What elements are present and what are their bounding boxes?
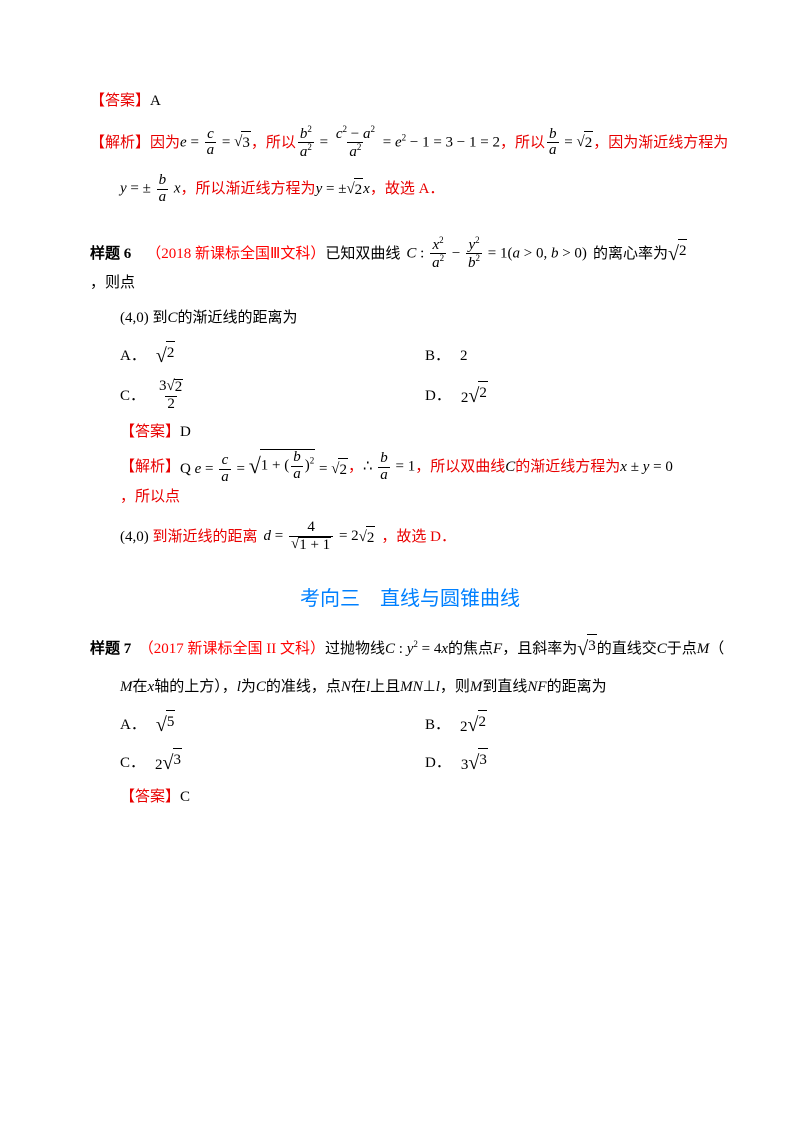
text: 的离心率为: [593, 243, 668, 266]
q6-answer: 【答案】 D: [120, 421, 730, 444]
text: ，因为渐近线方程为: [593, 132, 728, 155]
formula: √5: [156, 710, 175, 740]
text: 已知双曲线: [325, 243, 400, 266]
text: 上且: [370, 676, 400, 699]
analysis-tag: 【解析】: [90, 132, 150, 155]
text: 到渐近线的距离: [153, 526, 258, 549]
formula: d = 4√1 + 1 = 2√2: [264, 520, 376, 554]
q6-line2: (4,0) 到 C 的渐近线的距离为: [120, 307, 730, 330]
answer-tag: 【答案】: [90, 90, 150, 113]
q7-line2: M 在 x 轴的上方）， l 为 C 的准线，点 N 在 l 上且 MN ⊥ l…: [120, 676, 730, 699]
formula: √3: [577, 634, 596, 664]
q7-choices-row1: A． √5 B． 2√2: [120, 710, 730, 740]
text: ，所以点: [120, 486, 180, 509]
text: 的准线，点: [266, 676, 341, 699]
text: ，则点: [90, 272, 135, 295]
q7-tag: 样题 7: [90, 638, 131, 661]
formula: 2√2: [460, 710, 487, 740]
text: ，且斜率为: [502, 638, 577, 661]
text: ，所以: [251, 132, 296, 155]
text: ，所以渐近线方程为: [181, 178, 316, 201]
q6-choice-C: C． 3√22: [120, 379, 425, 413]
q7-line1: 样题 7 （2017 新课标全国 II 文科） 过抛物线 C : y2 = 4x…: [90, 634, 730, 664]
q7-choice-C: C． 2√3: [120, 748, 425, 778]
text: 的渐近线的距离为: [178, 307, 298, 330]
section-heading: 考向三 直线与圆锥曲线: [90, 584, 730, 614]
text: 的直线交: [597, 638, 657, 661]
formula: x ± y = 0: [620, 456, 673, 479]
text: ，: [348, 456, 363, 479]
q6-choice-B: B． 2: [425, 341, 730, 371]
formula: y = ±√2x: [316, 178, 370, 202]
text: 的焦点: [448, 638, 493, 661]
text: 到: [153, 307, 168, 330]
formula: 3√3: [461, 748, 488, 778]
text: 因为: [150, 132, 180, 155]
sol5-analysis-line1: 【解析】 因为 e = ca = √3 ，所以 b2a2 = c2 − a2a2…: [90, 125, 730, 162]
text: 过抛物线: [325, 638, 385, 661]
point: (4,0): [120, 526, 149, 549]
formula: y = ± ba x: [120, 173, 181, 206]
sol5-analysis-line2: y = ± ba x ，所以渐近线方程为 y = ±√2x ，故选 A．: [120, 173, 730, 206]
answer-tag: 【答案】: [120, 421, 180, 444]
text: ，故选 A．: [370, 178, 445, 201]
q7-answer: 【答案】 C: [120, 786, 730, 809]
text: 的距离为: [547, 676, 607, 699]
answer-tag: 【答案】: [120, 786, 180, 809]
q6-choices-row1: A． √2 B． 2: [120, 341, 730, 371]
q6-choice-D: D． 2√2: [425, 379, 730, 413]
analysis-tag: 【解析】: [120, 456, 180, 479]
sol5-answer-row: 【答案】 A: [90, 90, 730, 113]
formula: ∴ ba = 1: [363, 451, 415, 484]
text: 在: [351, 676, 366, 699]
q6-choices-row2: C． 3√22 D． 2√2: [120, 379, 730, 413]
text: 到直线: [482, 676, 527, 699]
point: (4,0): [120, 307, 149, 330]
q6-line1: 样题 6 （2018 新课标全国Ⅲ文科） 已知双曲线 C : x2a2 − y2…: [90, 236, 730, 295]
C: C: [168, 307, 178, 330]
q7-choices-row2: C． 2√3 D． 3√3: [120, 748, 730, 778]
answer-value: A: [150, 90, 161, 113]
formula: b2a2 = c2 − a2a2 = e2 − 1 = 3 − 1 = 2: [296, 125, 500, 162]
value: 2: [460, 345, 468, 368]
text: ，则: [440, 676, 470, 699]
q6-choice-A: A． √2: [120, 341, 425, 371]
q7-choice-B: B． 2√2: [425, 710, 730, 740]
formula: Q e = ca = √1 + (ba)2 = √2: [180, 449, 348, 486]
text: 的渐近线方程为: [515, 456, 620, 479]
text: 在: [133, 676, 148, 699]
text: ，所以: [500, 132, 545, 155]
formula: C : y2 = 4x: [385, 638, 448, 661]
formula: e = ca = √3: [180, 127, 251, 160]
q7-source: （2017 新课标全国 II 文科）: [139, 638, 325, 661]
q7-choice-A: A． √5: [120, 710, 425, 740]
formula: 3√22: [155, 379, 187, 413]
text: ，故选 D．: [381, 526, 456, 549]
text: 轴的上方），: [154, 676, 237, 699]
answer-value: D: [180, 421, 191, 444]
text: （: [709, 638, 724, 661]
formula: ba = √2: [545, 127, 593, 160]
formula: √2: [668, 239, 687, 269]
q6-analysis-line1: 【解析】 Q e = ca = √1 + (ba)2 = √2 ， ∴ ba =…: [120, 449, 730, 508]
formula: C : x2a2 − y2b2 = 1(a > 0, b > 0): [406, 236, 587, 273]
text: 为: [241, 676, 256, 699]
formula: 2√2: [461, 381, 488, 411]
answer-value: C: [180, 786, 190, 809]
q6-analysis-line2: (4,0) 到渐近线的距离 d = 4√1 + 1 = 2√2 ，故选 D．: [120, 520, 730, 554]
q7-choice-D: D． 3√3: [425, 748, 730, 778]
text: 于点: [667, 638, 697, 661]
q6-source: （2018 新课标全国Ⅲ文科）: [146, 243, 325, 266]
formula: 2√3: [155, 748, 182, 778]
text: ，所以双曲线: [415, 456, 505, 479]
formula: √2: [156, 341, 175, 371]
q6-tag: 样题 6: [90, 243, 131, 266]
